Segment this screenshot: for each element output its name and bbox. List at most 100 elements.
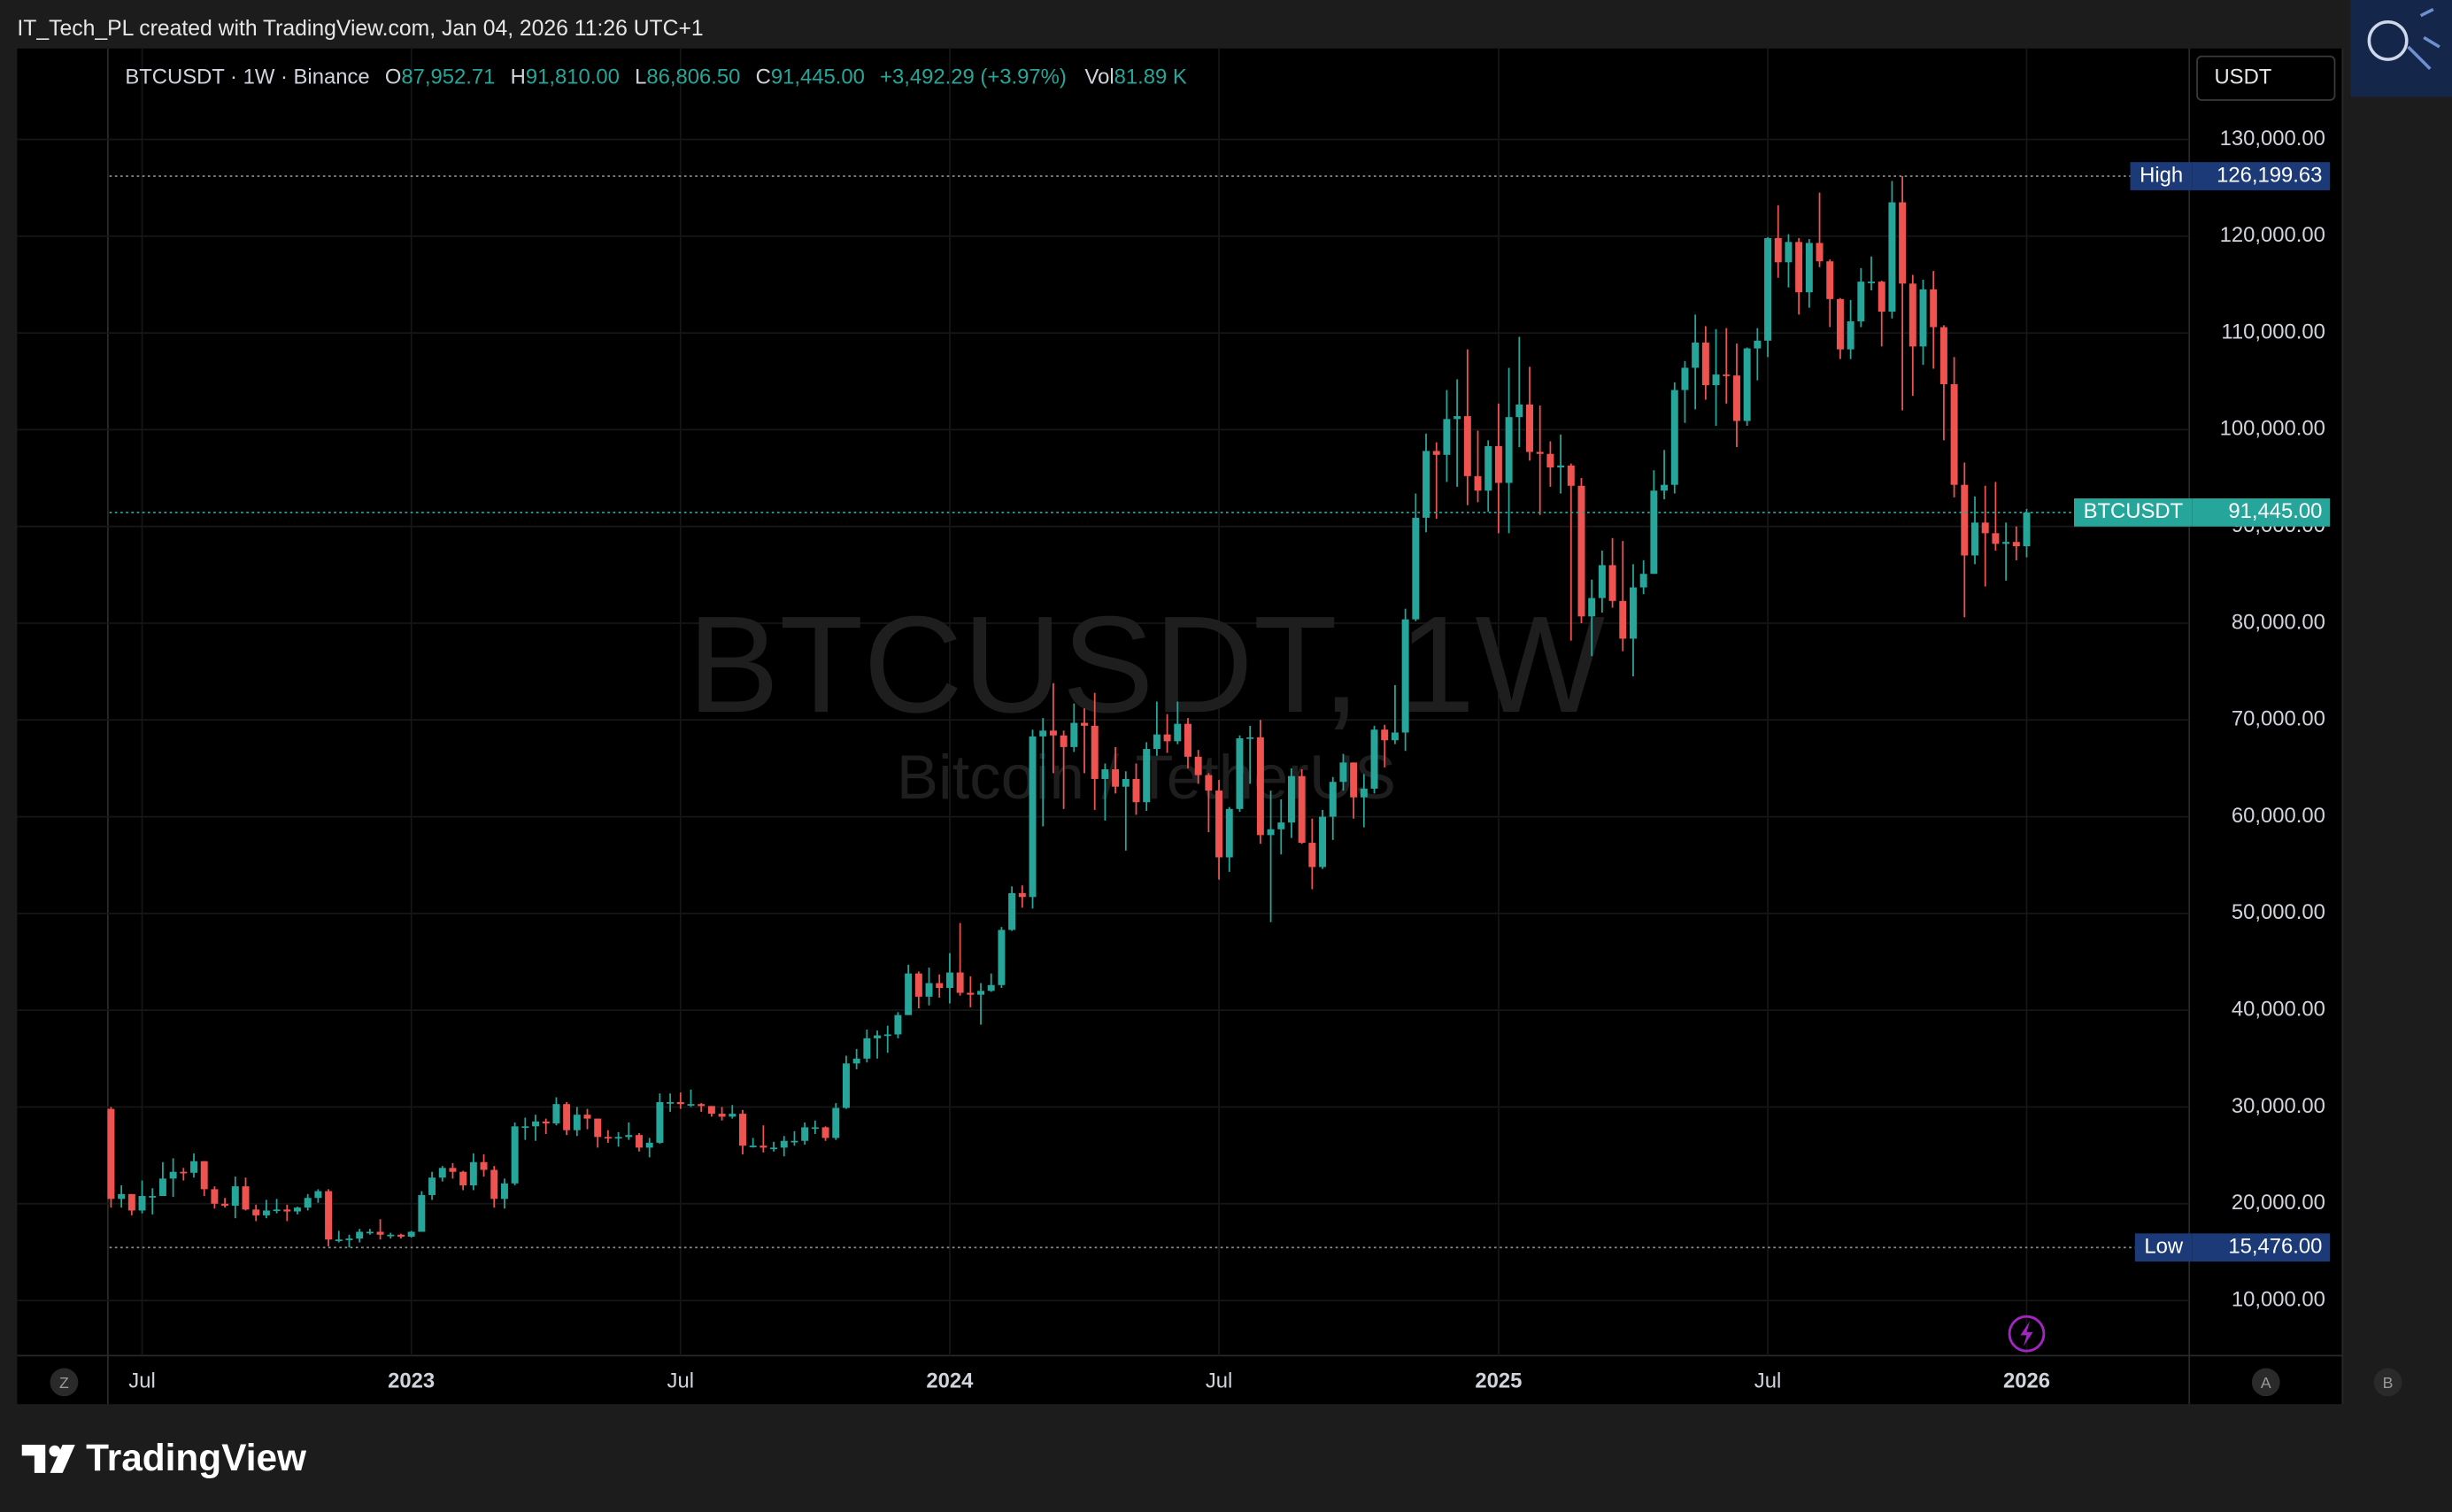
- candle-body: [936, 983, 944, 989]
- candle-body: [1350, 762, 1358, 798]
- candle-body: [459, 1171, 467, 1186]
- candle-body: [573, 1115, 581, 1130]
- logo-part: [50, 1445, 75, 1473]
- alert-icon[interactable]: [2008, 1315, 2046, 1353]
- x-tick-label: Jul: [1206, 1369, 1232, 1393]
- candle-body: [1463, 416, 1471, 476]
- y-tick-label: 130,000.00: [2220, 127, 2325, 150]
- time-axis: [17, 1355, 2343, 1405]
- scroll-button[interactable]: [50, 1368, 79, 1397]
- candle-body: [1971, 522, 1978, 556]
- candle-body: [977, 991, 985, 995]
- candle-body: [1256, 737, 1264, 836]
- logo-part: [21, 1445, 46, 1473]
- candle-body: [169, 1171, 177, 1179]
- candle-body: [304, 1198, 312, 1208]
- candle-body: [2012, 542, 2020, 547]
- legend-value: 81.89 K: [1114, 66, 1187, 89]
- candle-body: [1401, 619, 1409, 733]
- candle-body: [158, 1178, 166, 1197]
- candle-body: [211, 1189, 219, 1204]
- candle-body: [1992, 533, 2000, 544]
- currency-button[interactable]: [2196, 55, 2336, 101]
- candle-body: [1785, 242, 1793, 263]
- candle-body: [1494, 445, 1502, 483]
- candle-body: [1816, 243, 1824, 262]
- price-line-label: Low: [2144, 1235, 2184, 1259]
- y-tick-label: 40,000.00: [2232, 997, 2325, 1021]
- brand: TradingView: [86, 1437, 307, 1478]
- candle-body: [366, 1231, 374, 1234]
- legend-value: 86,806.50: [646, 66, 740, 89]
- candles: [107, 176, 2031, 1248]
- price-line-value-box: [2192, 162, 2331, 190]
- candle-body: [1453, 416, 1461, 420]
- candle-body: [397, 1234, 405, 1237]
- candle-body: [1930, 289, 1938, 328]
- candle-body: [645, 1142, 653, 1148]
- candle-body: [1692, 343, 1700, 368]
- candle-body: [770, 1147, 778, 1150]
- candle-body: [1939, 327, 1947, 385]
- candle-body: [1847, 320, 1854, 350]
- candle-body: [1868, 282, 1876, 283]
- avatar[interactable]: [2350, 0, 2452, 97]
- candle-body: [469, 1161, 477, 1186]
- candle-body: [1236, 738, 1244, 809]
- candle-body: [1567, 465, 1575, 486]
- candle-body: [1857, 282, 1865, 321]
- candle-body: [1163, 734, 1171, 742]
- candle-body: [180, 1171, 188, 1174]
- candle-body: [107, 1108, 115, 1200]
- candle-body: [1174, 723, 1182, 742]
- candle-body: [1370, 729, 1378, 789]
- candle-body: [387, 1234, 395, 1237]
- candle-body: [376, 1231, 384, 1235]
- legend-value: 87,952.71: [401, 66, 495, 89]
- candle-body: [707, 1106, 715, 1115]
- candle-body: [1950, 384, 1958, 485]
- legend-label: O: [385, 66, 402, 89]
- candle-body: [1681, 367, 1689, 390]
- candle-body: [1619, 600, 1627, 639]
- candle-body: [532, 1121, 540, 1127]
- price-line-value: 91,445.00: [2228, 499, 2322, 523]
- x-tick-label: Jul: [667, 1369, 694, 1393]
- candle-body: [1795, 242, 1803, 293]
- candle-body: [636, 1135, 643, 1148]
- candle-body: [604, 1137, 612, 1139]
- candle-body: [449, 1168, 457, 1172]
- candle-body: [656, 1102, 664, 1143]
- legend-label: H: [511, 66, 526, 89]
- x-tick-label: Jul: [128, 1369, 155, 1393]
- candle-body: [1308, 843, 1316, 868]
- candle-body: [1546, 453, 1554, 468]
- candle-body: [1277, 822, 1285, 829]
- candle-body: [1412, 517, 1420, 620]
- candle-body: [914, 973, 922, 997]
- candle-body: [1536, 451, 1544, 454]
- candle-body: [698, 1104, 706, 1107]
- candle-body: [428, 1177, 436, 1195]
- candle-body: [1391, 732, 1399, 741]
- candle-body: [252, 1209, 260, 1215]
- candle-body: [614, 1137, 622, 1139]
- candle-body: [1070, 722, 1078, 747]
- currency-label: USDT: [2214, 66, 2271, 89]
- legend-symbol: BTCUSDT · 1W · Binance: [125, 66, 369, 89]
- auto-button[interactable]: [2251, 1368, 2280, 1397]
- candle-body: [563, 1104, 571, 1130]
- candle-body: [1339, 762, 1347, 783]
- candle-body: [1132, 778, 1140, 803]
- candle-body: [1381, 729, 1389, 741]
- right-button[interactable]: [2373, 1368, 2402, 1397]
- candle-body: [1557, 465, 1565, 468]
- candle-body: [1712, 374, 1720, 386]
- candle-body: [127, 1193, 135, 1211]
- candle-body: [583, 1115, 591, 1119]
- candle-body: [1091, 725, 1099, 779]
- candle-body: [863, 1038, 871, 1059]
- candle-body: [542, 1121, 550, 1124]
- overlay: 10,000.00 20,000.00 30,000.00 40,000.00 50,0…: [109, 127, 2331, 1393]
- candle-body: [676, 1102, 684, 1105]
